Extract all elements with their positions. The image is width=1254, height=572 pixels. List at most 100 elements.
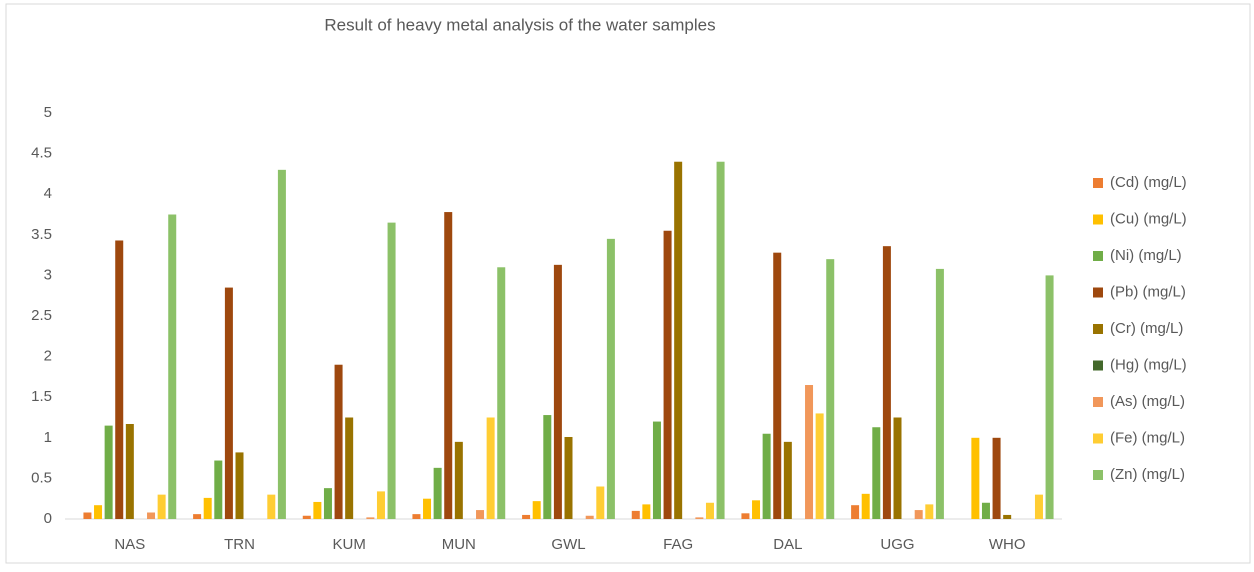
legend-label: (Cr) (mg/L) (1110, 320, 1183, 337)
y-tick-label: 4.5 (31, 145, 52, 162)
legend-label: (Hg) (mg/L) (1110, 356, 1187, 373)
bar (423, 498, 432, 519)
bar (851, 505, 860, 519)
legend-swatch (1093, 214, 1103, 225)
x-tick-label: GWL (551, 536, 585, 553)
y-tick-label: 1 (44, 429, 52, 446)
bar (94, 505, 103, 519)
legend-label: (Pb) (mg/L) (1110, 283, 1186, 300)
bar (497, 267, 506, 519)
legend-label: (Cd) (mg/L) (1110, 174, 1187, 191)
bar (125, 423, 134, 519)
bar (334, 364, 343, 519)
bar (674, 161, 683, 519)
bar (992, 437, 1001, 519)
bar (752, 500, 761, 519)
bar (705, 502, 714, 519)
bar (476, 510, 485, 519)
x-tick-label: DAL (773, 536, 802, 553)
bar (313, 501, 322, 519)
bar (925, 504, 934, 519)
y-tick-label: 0.5 (31, 469, 52, 486)
bar (805, 385, 814, 519)
bar (695, 517, 704, 519)
bar (893, 417, 902, 519)
bar (981, 502, 990, 519)
bar (345, 417, 354, 519)
x-tick-label: FAG (663, 536, 693, 553)
bar (585, 515, 594, 519)
bar (522, 514, 531, 519)
bar (1003, 514, 1012, 519)
bar (412, 514, 421, 519)
bar (454, 441, 463, 519)
bar (935, 268, 944, 519)
x-tick-label: TRN (224, 536, 255, 553)
chart-title: Result of heavy metal analysis of the wa… (324, 15, 715, 34)
bar (376, 491, 385, 519)
y-tick-label: 3 (44, 266, 52, 283)
legend-swatch (1093, 287, 1103, 298)
bar (115, 240, 124, 519)
bar (741, 513, 750, 519)
bar (433, 467, 442, 519)
legend-swatch (1093, 324, 1103, 334)
legend-label: (Zn) (mg/L) (1110, 466, 1185, 483)
bar (716, 161, 725, 519)
bar (444, 212, 453, 519)
bar (596, 486, 605, 519)
legend-label: (As) (mg/L) (1110, 393, 1185, 410)
x-tick-label: NAS (114, 536, 145, 553)
legend-swatch (1093, 360, 1103, 371)
bar (83, 512, 92, 519)
bar (235, 452, 244, 519)
legend-label: (Cu) (mg/L) (1110, 210, 1187, 227)
y-tick-label: 3.5 (31, 226, 52, 243)
bar (104, 425, 113, 519)
chart-border (5, 3, 1251, 564)
y-tick-label: 5 (44, 104, 52, 121)
bar (277, 169, 286, 519)
y-tick-label: 1.5 (31, 388, 52, 405)
bar (214, 460, 223, 519)
bar (532, 501, 541, 519)
legend-swatch (1093, 397, 1103, 407)
bar (652, 421, 661, 519)
bar (224, 287, 233, 519)
bar (302, 515, 311, 519)
bar (157, 494, 166, 519)
bar (642, 504, 651, 519)
legend-swatch (1093, 470, 1103, 480)
legend-label: (Ni) (mg/L) (1110, 247, 1182, 264)
bar (882, 246, 891, 519)
y-tick-label: 4 (44, 185, 52, 202)
legend-swatch (1093, 433, 1103, 444)
bar (663, 230, 672, 520)
bar (783, 441, 792, 519)
bar (267, 494, 276, 519)
bar (564, 436, 573, 519)
y-tick-label: 0 (44, 510, 52, 527)
x-tick-label: KUM (332, 536, 365, 553)
legend-swatch (1093, 178, 1103, 188)
bar (762, 433, 771, 519)
bar (773, 252, 782, 519)
x-tick-label: WHO (989, 536, 1026, 553)
bar (387, 222, 396, 519)
bar (826, 259, 835, 519)
bar (366, 517, 375, 519)
bar (1045, 275, 1054, 519)
bar (168, 214, 177, 519)
bar (543, 415, 552, 519)
x-tick-label: UGG (880, 536, 914, 553)
bar (203, 497, 212, 519)
bar (861, 493, 870, 519)
legend-label: (Fe) (mg/L) (1110, 429, 1185, 446)
bar (631, 510, 640, 519)
bar (914, 510, 923, 519)
y-tick-label: 2 (44, 348, 52, 365)
bar (815, 413, 824, 519)
bar (193, 514, 202, 519)
x-tick-label: MUN (442, 536, 476, 553)
